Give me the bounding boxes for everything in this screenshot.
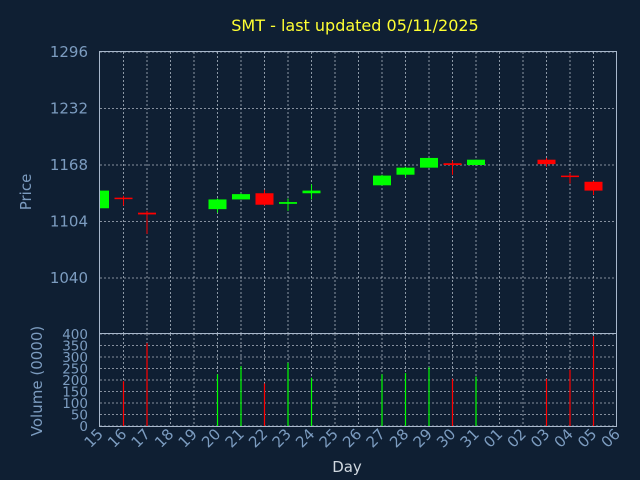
- x-tick-label: 19: [175, 425, 201, 451]
- candle-body: [561, 175, 579, 178]
- candle-body: [396, 167, 415, 175]
- x-tick-label: 06: [598, 425, 624, 451]
- candle-body: [208, 199, 227, 210]
- x-tick-label: 17: [128, 425, 154, 451]
- candle-body: [138, 212, 156, 215]
- x-tick-label: 28: [386, 425, 412, 451]
- candle-body: [467, 159, 485, 165]
- price-tick-label: 1104: [50, 213, 88, 231]
- x-tick-label: 20: [198, 425, 224, 451]
- volume-tick-label: 0: [79, 419, 88, 435]
- price-tick-label: 1232: [50, 100, 88, 118]
- x-tick-label: 18: [151, 425, 177, 451]
- x-tick-label: 31: [457, 425, 483, 451]
- price-axis-label: Price: [17, 174, 35, 211]
- price-tick-label: 1168: [50, 156, 88, 174]
- candle-body: [537, 159, 556, 165]
- candle-body: [279, 202, 297, 204]
- volume-tick-label: 50: [71, 408, 88, 424]
- x-tick-label: 21: [222, 425, 248, 451]
- candle-body: [114, 197, 133, 200]
- x-tick-label: 27: [363, 425, 389, 451]
- price-tick-label: 1040: [50, 269, 88, 287]
- x-tick-label: 25: [316, 425, 342, 451]
- x-tick-label: 03: [527, 425, 553, 451]
- x-tick-label: 24: [292, 425, 318, 451]
- x-tick-label: 01: [480, 425, 506, 451]
- candle-body: [420, 157, 438, 168]
- x-tick-label: 29: [410, 425, 436, 451]
- candle-body: [255, 193, 274, 205]
- x-tick-label: 23: [269, 425, 295, 451]
- price-tick-label: 1296: [50, 43, 88, 61]
- candle-body: [100, 190, 109, 209]
- x-tick-label: 04: [551, 425, 577, 451]
- x-axis-label: Day: [332, 458, 362, 476]
- volume-tick-label: 200: [62, 373, 88, 389]
- candle-body: [302, 190, 321, 194]
- price-frame: [99, 51, 617, 334]
- chart-title: SMT - last updated 05/11/2025: [231, 16, 478, 35]
- candle-body: [232, 194, 250, 200]
- x-tick-label: 16: [104, 425, 130, 451]
- x-tick-label: 30: [433, 425, 459, 451]
- x-tick-label: 05: [574, 425, 600, 451]
- candle-body: [584, 181, 603, 191]
- candle-body: [373, 175, 391, 186]
- volume-axis-label: Volume (0000): [28, 326, 46, 436]
- volume-tick-label: 350: [62, 339, 88, 355]
- price-panel: 1296 1232 1168 1104 1040 Price: [17, 43, 617, 334]
- x-tick-label: 22: [245, 425, 271, 451]
- volume-tick-label: 400: [62, 327, 88, 343]
- volume-tick-label: 250: [62, 362, 88, 378]
- candle-body: [443, 163, 462, 165]
- x-tick-label: 26: [339, 425, 365, 451]
- volume-frame: [99, 333, 617, 427]
- volume-tick-label: 150: [62, 385, 88, 401]
- volume-tick-label: 300: [62, 350, 88, 366]
- x-tick-label: 02: [504, 425, 530, 451]
- volume-tick-label: 100: [62, 396, 88, 412]
